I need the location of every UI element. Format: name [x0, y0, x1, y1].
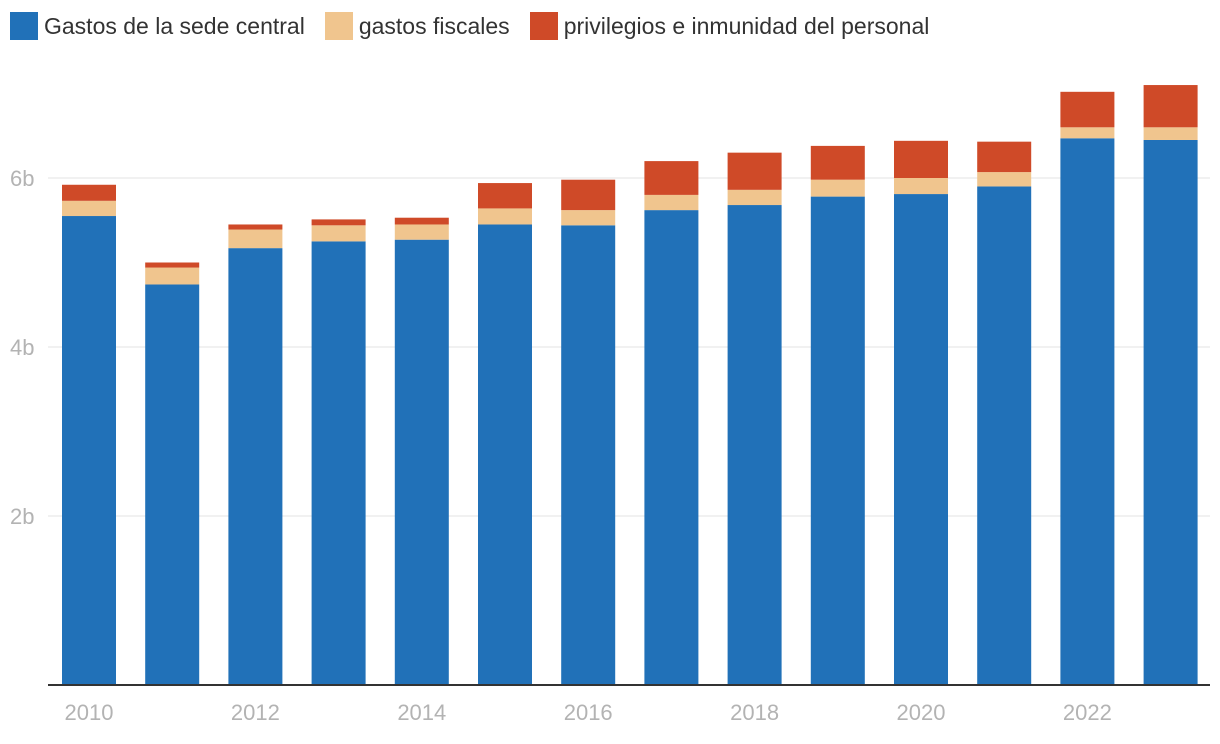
bar-segment-2020-s0[interactable]: [894, 194, 948, 685]
bar-segment-2015-s1[interactable]: [478, 208, 532, 225]
bar-segment-2010-s0[interactable]: [62, 216, 116, 685]
bar-segment-2021-s1[interactable]: [977, 172, 1032, 187]
bar-segment-2012-s1[interactable]: [228, 229, 283, 249]
bar-segment-2017-s0[interactable]: [644, 210, 699, 686]
x-tick-label-2022: 2022: [1063, 700, 1112, 725]
bars: [62, 85, 1198, 686]
bar-segment-2011-s2[interactable]: [145, 262, 200, 268]
bar-segment-2010-s1[interactable]: [62, 200, 116, 217]
bar-segment-2017-s1[interactable]: [644, 194, 699, 211]
bar-segment-2023-s1[interactable]: [1143, 127, 1198, 140]
y-tick-label-2b: 2b: [10, 504, 34, 529]
bar-segment-2021-s0[interactable]: [977, 186, 1032, 685]
legend-label-gastos-fiscales: gastos fiscales: [358, 12, 510, 39]
legend-item-gastos-fiscales[interactable]: gastos fiscales: [324, 12, 510, 40]
bar-segment-2015-s0[interactable]: [478, 224, 532, 685]
legend-label-gastos-sede: Gastos de la sede central: [44, 12, 305, 39]
bar-segment-2020-s2[interactable]: [894, 140, 948, 178]
chart-legend: Gastos de la sede central gastos fiscale…: [10, 12, 949, 40]
x-tick-label-2018: 2018: [730, 700, 779, 725]
bar-segment-2019-s0[interactable]: [810, 196, 865, 685]
x-tick-label-2016: 2016: [564, 700, 613, 725]
legend-item-privilegios[interactable]: privilegios e inmunidad del personal: [529, 12, 930, 40]
bar-segment-2019-s2[interactable]: [810, 145, 865, 180]
bar-segment-2012-s2[interactable]: [228, 224, 283, 230]
bar-segment-2010-s2[interactable]: [62, 184, 116, 201]
bar-segment-2019-s1[interactable]: [810, 179, 865, 197]
grid-lines: [48, 177, 1210, 517]
bar-segment-2013-s2[interactable]: [311, 219, 366, 226]
bar-segment-2014-s0[interactable]: [394, 239, 449, 685]
bar-segment-2016-s2[interactable]: [561, 179, 616, 211]
x-tick-label-2014: 2014: [397, 700, 446, 725]
legend-item-gastos-sede[interactable]: Gastos de la sede central: [10, 12, 305, 40]
bar-segment-2018-s0[interactable]: [727, 205, 782, 686]
x-tick-label-2020: 2020: [897, 700, 946, 725]
bar-segment-2011-s0[interactable]: [145, 284, 200, 685]
legend-swatch-gastos-fiscales: [324, 12, 353, 40]
bar-segment-2021-s2[interactable]: [977, 141, 1032, 173]
bar-segment-2011-s1[interactable]: [145, 267, 200, 285]
bar-segment-2018-s2[interactable]: [727, 152, 782, 190]
bar-segment-2023-s0[interactable]: [1143, 139, 1198, 686]
bar-segment-2022-s2[interactable]: [1060, 91, 1115, 128]
y-tick-label-6b: 6b: [10, 166, 34, 191]
bar-segment-2020-s1[interactable]: [894, 178, 948, 195]
bar-segment-2014-s2[interactable]: [394, 217, 449, 225]
bar-segment-2016-s0[interactable]: [561, 225, 616, 685]
bar-segment-2023-s2[interactable]: [1143, 85, 1198, 128]
bar-segment-2014-s1[interactable]: [394, 224, 449, 240]
bar-segment-2012-s0[interactable]: [228, 248, 283, 685]
legend-swatch-privilegios: [529, 12, 558, 40]
bar-segment-2018-s1[interactable]: [727, 189, 782, 206]
x-tick-label-2012: 2012: [231, 700, 280, 725]
axes: 2b 4b 6b 2010 2012 2014 2016 2018 2020 2022: [10, 166, 1210, 725]
bar-segment-2022-s0[interactable]: [1060, 138, 1115, 685]
y-tick-label-4b: 4b: [10, 335, 34, 360]
bar-segment-2017-s2[interactable]: [644, 161, 699, 195]
bar-segment-2022-s1[interactable]: [1060, 127, 1115, 139]
legend-swatch-gastos-sede: [10, 12, 38, 40]
bar-segment-2013-s1[interactable]: [311, 225, 366, 242]
legend-label-privilegios: privilegios e inmunidad del personal: [563, 12, 930, 39]
bar-segment-2015-s2[interactable]: [478, 183, 532, 209]
x-tick-label-2010: 2010: [65, 700, 114, 725]
bar-segment-2016-s1[interactable]: [561, 210, 616, 226]
bar-segment-2013-s0[interactable]: [311, 241, 366, 685]
